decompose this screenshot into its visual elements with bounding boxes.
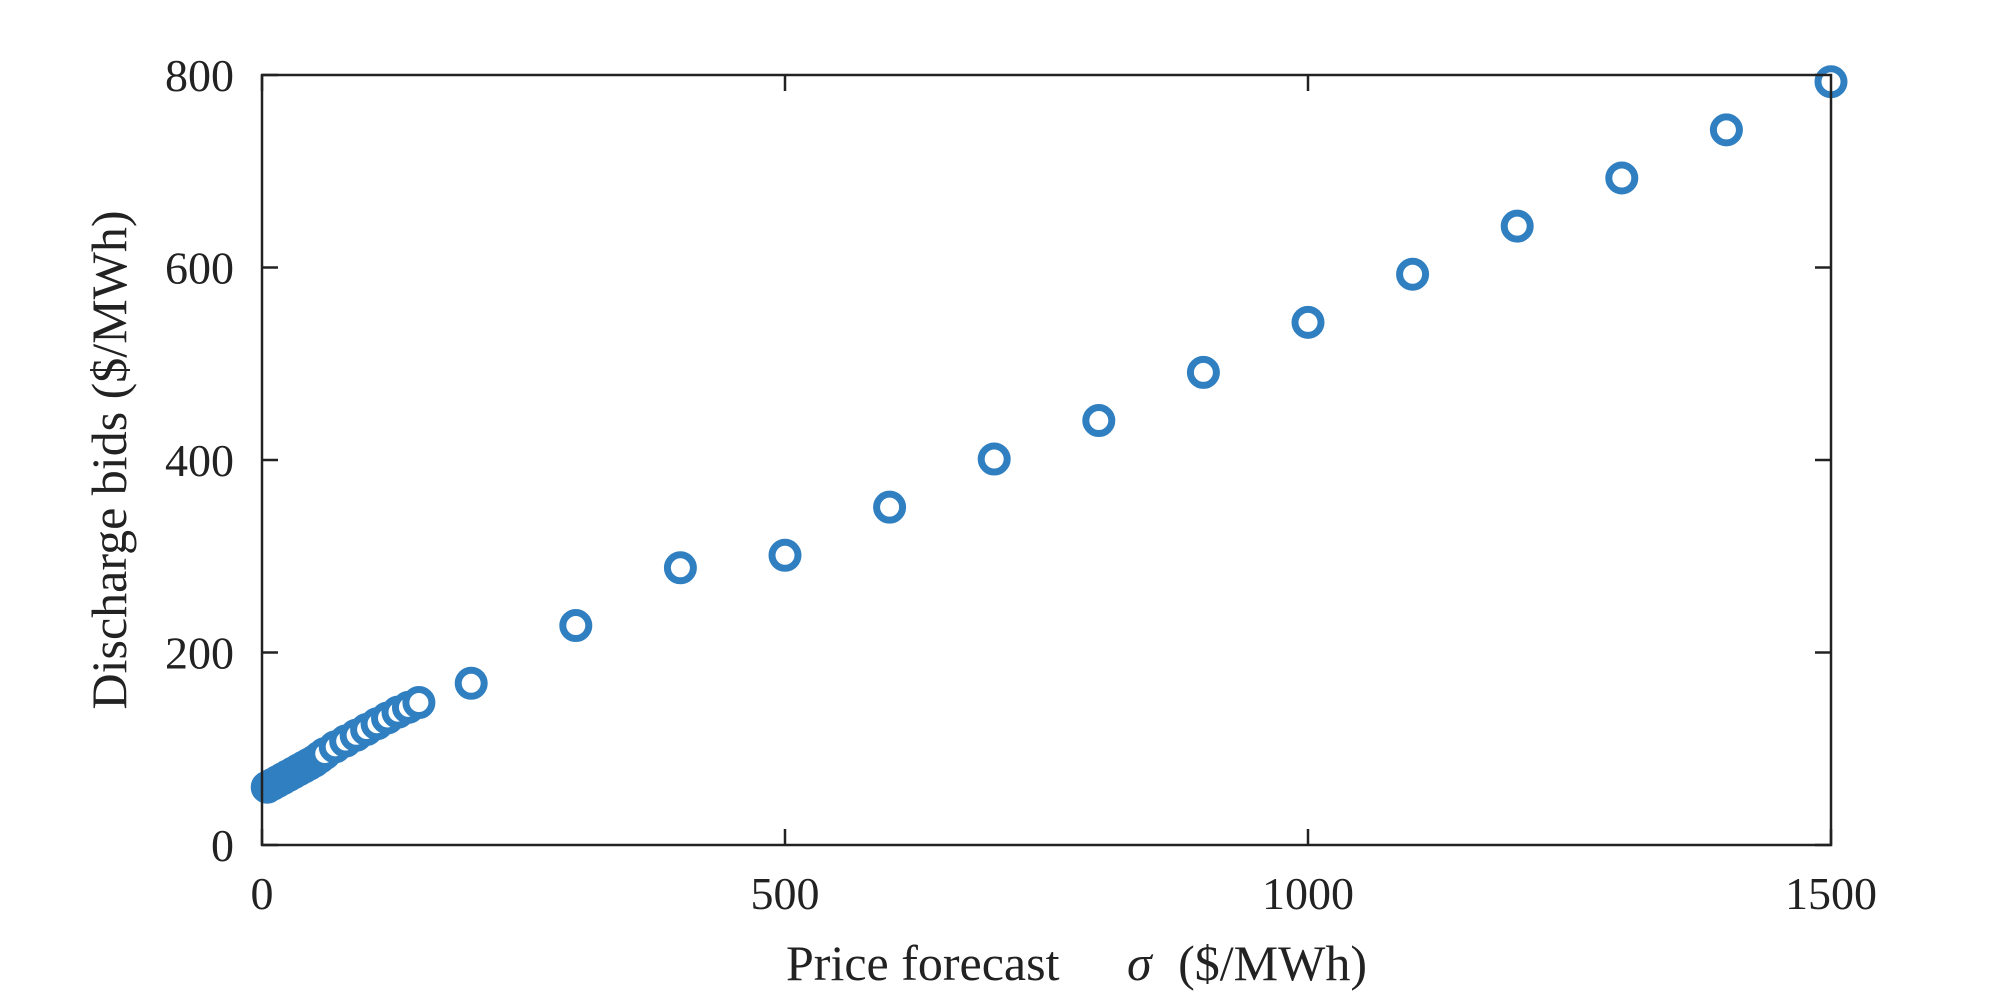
data-point xyxy=(1186,355,1220,389)
data-point xyxy=(402,686,436,720)
x-tick-label: 1500 xyxy=(1785,868,1877,919)
y-tick-label: 800 xyxy=(165,50,234,101)
data-point xyxy=(1082,404,1116,438)
y-axis-label: Discharge bids ($/MWh) xyxy=(81,211,137,710)
x-axis-ticks: 0 500 1000 1500 xyxy=(251,75,1877,919)
data-point xyxy=(663,551,697,585)
data-point xyxy=(977,442,1011,476)
x-axis-label-text: Price forecast xyxy=(786,935,1060,991)
data-point xyxy=(454,666,488,700)
y-tick-label: 400 xyxy=(165,435,234,486)
y-axis-ticks: 0 200 400 600 800 xyxy=(165,50,1831,871)
x-tick-label: 500 xyxy=(751,868,820,919)
data-point xyxy=(873,490,907,524)
y-tick-label: 600 xyxy=(165,243,234,294)
data-point xyxy=(1709,113,1743,147)
data-point xyxy=(1500,209,1534,243)
x-tick-label: 1000 xyxy=(1262,868,1354,919)
data-point xyxy=(559,609,593,643)
data-point xyxy=(1605,161,1639,195)
plot-frame xyxy=(260,73,1833,847)
y-tick-label: 200 xyxy=(165,628,234,679)
data-point xyxy=(1291,305,1325,339)
data-point xyxy=(768,538,802,572)
data-points xyxy=(250,65,1848,804)
data-point xyxy=(1396,257,1430,291)
x-tick-label: 0 xyxy=(251,868,274,919)
x-axis-label-symbol: σ xyxy=(1127,935,1154,991)
y-tick-label: 0 xyxy=(211,820,234,871)
x-axis-label: Price forecast σ ($/MWh) xyxy=(786,935,1367,991)
x-axis-label-unit: ($/MWh) xyxy=(1178,935,1367,991)
